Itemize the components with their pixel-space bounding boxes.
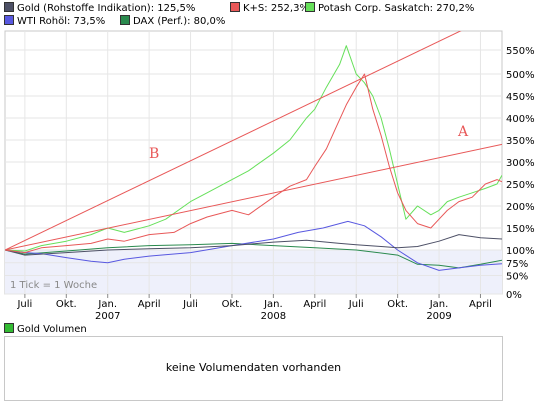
- x-tick-label: Okt.: [222, 299, 243, 310]
- y-tick-label: 450%: [506, 92, 535, 103]
- y-tick-label: 0%: [506, 290, 522, 301]
- x-tick-year: 2007: [95, 311, 120, 322]
- y-tick-label: 500%: [506, 70, 535, 81]
- legend-swatch: [230, 2, 240, 12]
- series-line: [5, 220, 502, 271]
- baseline-area: [5, 250, 502, 294]
- chart-plot: 0% 50% 75% 100% 150% 200% 250% 300% 350% 400% 450%…: [4, 30, 535, 322]
- series-group: [5, 31, 502, 271]
- y-tick-label: 400%: [506, 114, 535, 125]
- volume-legend-swatch: [4, 323, 14, 333]
- legend-label: WTI Rohöl: 73,5%: [17, 16, 106, 27]
- series-line: [5, 45, 502, 252]
- volume-panel: keine Volumendaten vorhanden: [4, 336, 503, 401]
- legend-swatch: [120, 15, 130, 25]
- legend-item: Potash Corp. Saskatch: 270,2%: [305, 2, 474, 14]
- y-tick-label: 250%: [506, 180, 535, 191]
- series-line: [5, 242, 502, 269]
- y-tick-label: 150%: [506, 224, 535, 235]
- series-line: [5, 143, 502, 251]
- tick-note: 1 Tick = 1 Woche: [10, 280, 97, 291]
- y-tick-label: 50%: [506, 272, 528, 283]
- x-tick-label: Juli: [16, 299, 32, 310]
- y-tick-label: 100%: [506, 246, 535, 257]
- legend-label: Gold (Rohstoffe Indikation): 125,5%: [17, 3, 196, 14]
- legend-swatch: [4, 15, 14, 25]
- legend-swatch: [4, 2, 14, 12]
- legend-label: Potash Corp. Saskatch: 270,2%: [318, 3, 475, 14]
- legend-label: DAX (Perf.): 80,0%: [133, 16, 226, 27]
- series-line: [5, 234, 502, 256]
- x-tick-year: 2009: [426, 311, 451, 322]
- series-line: [5, 73, 502, 254]
- legend-swatch: [305, 2, 315, 12]
- x-tick-label: April: [303, 299, 326, 310]
- annotation-b: B: [149, 146, 159, 162]
- legend-label: K+S: 252,3%: [243, 3, 309, 14]
- legend-item: Gold (Rohstoffe Indikation): 125,5%: [4, 2, 195, 14]
- legend-item: DAX (Perf.): 80,0%: [120, 15, 225, 27]
- y-tick-label: 75%: [506, 259, 528, 270]
- y-tick-label: 300%: [506, 158, 535, 169]
- legend-item: K+S: 252,3%: [230, 2, 309, 14]
- series-line: [5, 31, 462, 251]
- y-tick-label: 200%: [506, 202, 535, 213]
- x-tick-label: Juli: [182, 299, 198, 310]
- volume-legend: Gold Volumen: [4, 323, 87, 335]
- x-tick-label: Jan.: [429, 299, 449, 310]
- x-tick-label: Okt.: [387, 299, 408, 310]
- x-tick-label: Juli: [348, 299, 364, 310]
- y-tick-label: 350%: [506, 136, 535, 147]
- annotation-a: A: [457, 124, 469, 140]
- x-tick-label: April: [138, 299, 161, 310]
- volume-empty-message: keine Volumendaten vorhanden: [165, 361, 342, 374]
- x-tick-year: 2008: [261, 311, 286, 322]
- x-tick-label: April: [469, 299, 492, 310]
- x-tick-label: Jan.: [97, 299, 117, 310]
- volume-legend-label: Gold Volumen: [17, 324, 87, 335]
- x-tick-label: Jan.: [263, 299, 283, 310]
- legend-item: WTI Rohöl: 73,5%: [4, 15, 105, 27]
- y-tick-label: 550%: [506, 46, 535, 57]
- x-tick-label: Okt.: [56, 299, 77, 310]
